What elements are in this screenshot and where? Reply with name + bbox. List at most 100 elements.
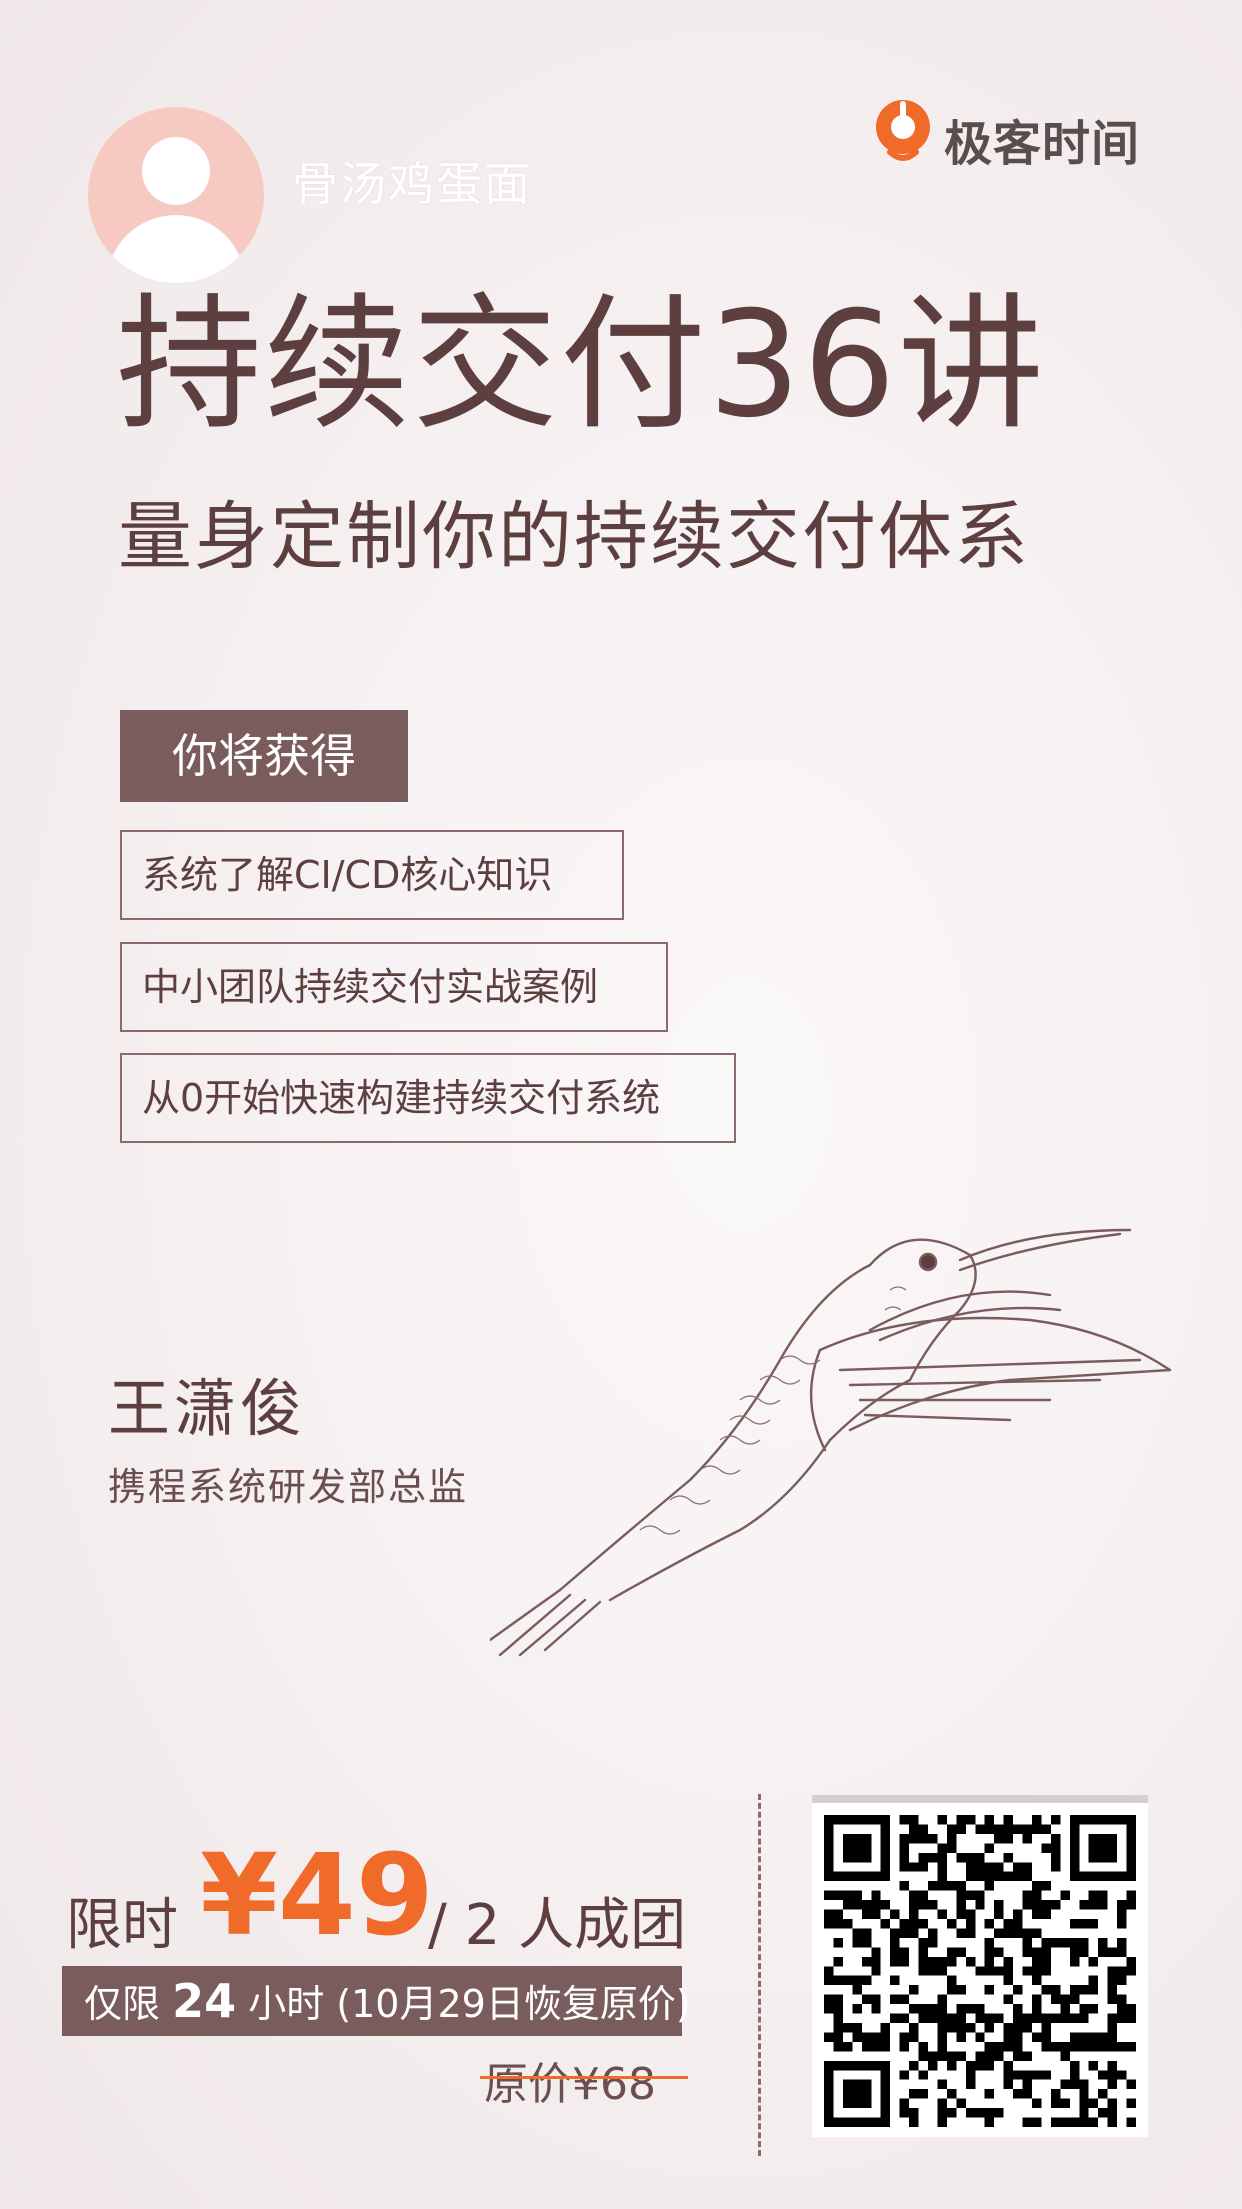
qr-module — [1126, 1871, 1136, 1882]
qr-module — [928, 1881, 938, 1891]
qr-module — [1069, 1956, 1080, 1967]
qr-module — [928, 1966, 938, 1976]
qr-module — [880, 2079, 891, 2090]
brand-name: 极客时间 — [944, 116, 1141, 172]
qr-module — [965, 1852, 976, 1863]
qr-module — [937, 1909, 947, 1919]
qr-module — [871, 2041, 881, 2052]
qr-module — [1050, 1843, 1061, 1853]
qr-module — [1032, 1956, 1042, 1967]
qr-module — [994, 1833, 1004, 1844]
qr-module — [918, 1890, 928, 1901]
qr-module — [1013, 1919, 1023, 1929]
qr-module — [1041, 1947, 1051, 1957]
deadline-text: 仅限 24 小时 (10月29日恢复原价) — [84, 1966, 691, 2039]
qr-module — [918, 1937, 928, 1948]
qr-module — [956, 1824, 966, 1834]
qr-module — [928, 1928, 938, 1938]
qr-module — [871, 1871, 881, 1882]
qr-module — [965, 2070, 976, 2080]
qr-module — [861, 1833, 872, 1844]
qr-module — [1069, 1937, 1080, 1948]
qr-module — [909, 1909, 919, 1919]
qr-module — [1107, 1871, 1118, 1882]
qr-module — [1013, 1928, 1023, 1938]
qr-module — [824, 1862, 834, 1872]
qr-module — [909, 2060, 919, 2071]
qr-module — [880, 2098, 891, 2109]
qr-module — [1013, 2051, 1023, 2061]
qr-module — [852, 1871, 862, 1882]
qr-module — [1088, 1871, 1099, 1882]
qr-module — [975, 2032, 985, 2042]
qr-module — [1032, 1890, 1042, 1901]
qr-module — [1003, 2060, 1014, 2071]
qr-module — [1050, 2089, 1061, 2099]
qr-module — [861, 2060, 872, 2071]
qr-module — [1032, 2070, 1042, 2080]
qr-module — [918, 1852, 928, 1863]
qr-module — [994, 2108, 1004, 2118]
qr-module — [1088, 2117, 1099, 2127]
qr-code[interactable] — [812, 1795, 1148, 2137]
qr-module — [1117, 1909, 1127, 1919]
qr-module — [861, 2079, 872, 2090]
qr-module — [842, 2098, 853, 2109]
qr-module — [1107, 1975, 1118, 1986]
qr-module — [918, 1966, 928, 1976]
qr-module — [928, 1833, 938, 1844]
qr-module — [1079, 1985, 1089, 1995]
qr-module — [824, 1919, 834, 1929]
qr-module — [1069, 2060, 1080, 2071]
qr-module — [1013, 1909, 1023, 1919]
qr-module — [1069, 2117, 1080, 2127]
qr-module — [1107, 1833, 1118, 1844]
qr-module — [1069, 1871, 1080, 1882]
qr-module — [1032, 2013, 1042, 2023]
qr-module — [1088, 1975, 1099, 1986]
qr-module — [1003, 1956, 1014, 1967]
qr-module — [861, 1956, 872, 1967]
qr-module — [956, 2023, 966, 2033]
qr-module — [871, 2004, 881, 2014]
qr-module — [861, 1937, 872, 1948]
qr-module — [1069, 1843, 1080, 1853]
qr-module — [1050, 2098, 1061, 2109]
qr-module — [928, 2060, 938, 2071]
qr-module — [871, 2117, 881, 2127]
qr-module — [937, 1956, 947, 1967]
qr-module — [965, 1815, 976, 1825]
qr-module — [1003, 2041, 1014, 2052]
qr-module — [918, 2041, 928, 2052]
qr-module — [956, 2051, 966, 2061]
qr-module — [1041, 1900, 1051, 1910]
qr-module — [937, 1881, 947, 1891]
qr-module — [937, 2098, 947, 2109]
qr-module — [965, 2108, 976, 2118]
qr-module — [1088, 2060, 1099, 2071]
qr-module — [1069, 1852, 1080, 1863]
qr-module — [833, 1815, 843, 1825]
qr-module — [1041, 2041, 1051, 2052]
qr-module — [1032, 1909, 1042, 1919]
qr-module — [984, 1862, 995, 1872]
qr-module — [890, 1937, 900, 1948]
qr-module — [1003, 1994, 1014, 2005]
qr-module — [937, 2108, 947, 2118]
qr-module — [1088, 2032, 1099, 2042]
qr-module — [1041, 1881, 1051, 1891]
qr-module — [1107, 2117, 1118, 2127]
qr-module — [1050, 2117, 1061, 2127]
qr-module — [1126, 1852, 1136, 1863]
qr-module — [1032, 1947, 1042, 1957]
qr-module — [946, 1881, 957, 1891]
qr-module — [824, 1852, 834, 1863]
qr-module — [861, 2098, 872, 2109]
qr-module — [833, 1890, 843, 1901]
qr-module — [1022, 2023, 1032, 2033]
qr-module — [1069, 1985, 1080, 1995]
qr-module — [937, 2013, 947, 2023]
qr-module — [1098, 2032, 1108, 2042]
qr-module — [1041, 1824, 1051, 1834]
qr-module — [909, 1928, 919, 1938]
